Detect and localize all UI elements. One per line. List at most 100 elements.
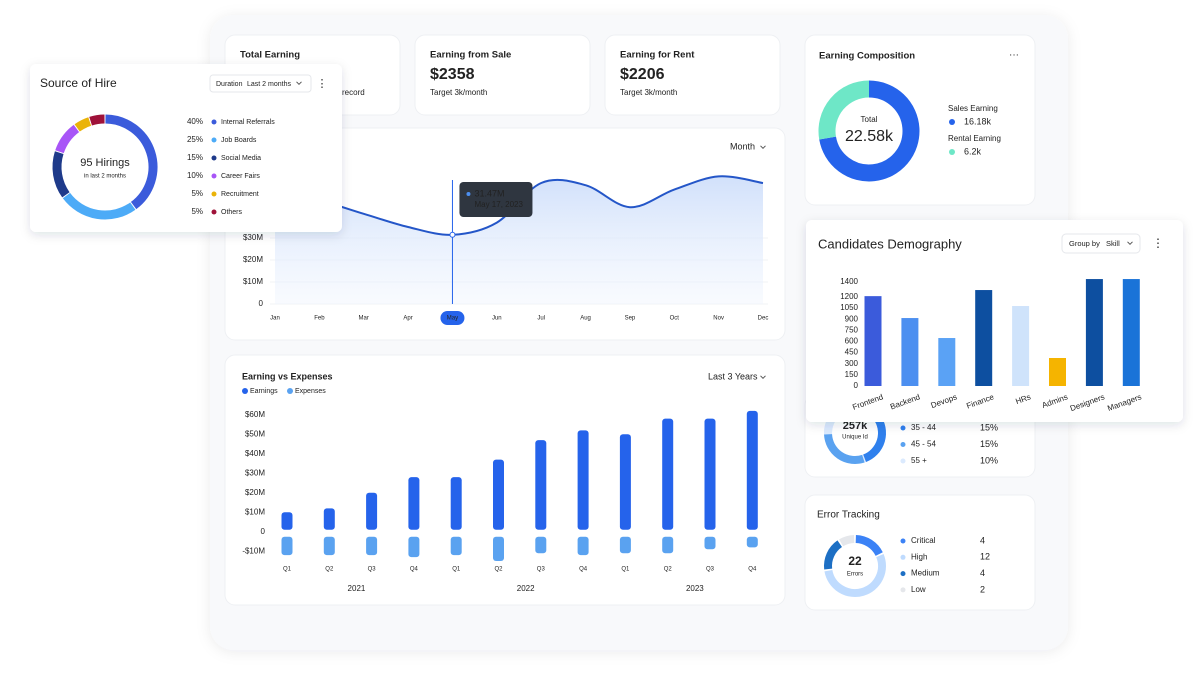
legend-label: 35 - 44	[911, 423, 936, 432]
y-tick-label: $30M	[245, 468, 265, 477]
x-tick-label: Jan	[270, 316, 280, 322]
legend-label: Medium	[911, 569, 940, 578]
x-tick-label: Q3	[537, 567, 546, 573]
stat-value: $2206	[620, 66, 665, 83]
y-tick-label: 1200	[840, 292, 858, 301]
legend-dot	[287, 388, 293, 394]
x-tick-label: Feb	[314, 316, 325, 322]
donut-segment	[89, 114, 105, 126]
card-title: Candidates Demography	[818, 236, 962, 251]
legend-value: 15%	[980, 439, 998, 449]
legend-value: 25%	[187, 135, 203, 144]
legend-dot	[211, 191, 217, 197]
menu-button[interactable]: ⋮	[1152, 236, 1164, 250]
menu-button[interactable]: ···	[1009, 50, 1019, 61]
card-title: Source of Hire	[40, 76, 117, 90]
card-title: Error Tracking	[817, 510, 880, 521]
x-tick-label: Q4	[410, 567, 419, 573]
legend-dot	[900, 442, 906, 447]
legend-value: 15%	[980, 422, 998, 432]
legend-value: 5%	[191, 207, 203, 216]
bar	[577, 536, 589, 556]
legend-label: Expenses	[295, 388, 326, 395]
legend-label: Career Fairs	[221, 173, 260, 180]
y-tick-label: $60M	[245, 410, 265, 419]
bar	[746, 536, 758, 548]
donut-segment	[818, 80, 870, 140]
stat-label: Earning from Sale	[430, 50, 511, 61]
stat-label: Earning for Rent	[620, 50, 695, 61]
bar	[864, 296, 882, 386]
donut-segment	[824, 553, 886, 597]
y-tick-label: 450	[845, 348, 859, 357]
legend-label: Social Media	[221, 155, 261, 162]
stat-note: Target 3k/month	[620, 88, 677, 97]
card-title: Earning Composition	[819, 51, 915, 62]
x-tick-label: Dec	[758, 316, 769, 322]
y-tick-label: $40M	[245, 449, 265, 458]
error-card	[804, 494, 1036, 611]
menu-button[interactable]: ⋮	[317, 78, 328, 90]
group-label: 2023	[686, 584, 704, 593]
legend-value: 10%	[980, 455, 998, 465]
tooltip-value: 31.47M	[474, 188, 504, 198]
x-tick-label: Q3	[706, 567, 715, 573]
donut-segment	[855, 535, 883, 557]
legend-dot	[949, 119, 955, 125]
donut-segment	[839, 535, 855, 547]
bar	[619, 536, 631, 554]
bar	[493, 536, 504, 561]
legend-value: 5%	[191, 189, 203, 198]
stat-card	[414, 34, 591, 116]
chevron	[760, 145, 766, 150]
donut-label: Unique Id	[842, 435, 868, 441]
source-card	[30, 64, 342, 232]
y-tick-label: $10M	[245, 507, 265, 516]
x-tick-label: Nov	[713, 316, 724, 322]
chevron	[760, 375, 766, 380]
legend-label: Job Boards	[221, 137, 257, 144]
y-tick-label: 0	[261, 527, 266, 536]
donut-value: 22	[848, 554, 862, 568]
x-tick-label: Q1	[283, 567, 292, 573]
y-tick-label: 150	[845, 370, 859, 379]
dropdown-label: Duration	[216, 81, 243, 88]
x-tick-label: May	[447, 316, 458, 322]
y-tick-label: 0	[854, 381, 859, 390]
y-tick-label: 750	[845, 325, 859, 334]
bar	[323, 508, 335, 530]
bar	[704, 418, 716, 530]
bar	[1085, 279, 1103, 386]
legend-label: Rental Earning	[948, 134, 1001, 143]
legend-value: 15%	[187, 153, 203, 162]
legend-label: Recruitment	[221, 191, 259, 198]
legend-label: Others	[221, 209, 243, 216]
legend-label: 45 - 54	[911, 440, 936, 449]
x-tick-label: Sep	[625, 316, 636, 322]
legend-dot	[900, 425, 906, 431]
x-tick-label: Q2	[664, 567, 673, 573]
dropdown[interactable]: Last 3 Years	[708, 371, 758, 381]
y-tick-label: 300	[845, 359, 859, 368]
dropdown-box[interactable]	[209, 74, 312, 93]
x-tick-label: Mar	[359, 316, 369, 322]
y-tick-label: 600	[845, 337, 859, 346]
legend-value: 16.18k	[964, 116, 992, 126]
legend-dot	[900, 587, 906, 593]
y-tick-label: 1050	[840, 303, 858, 312]
dropdown-box[interactable]	[1061, 233, 1141, 254]
dropdown[interactable]: Month	[730, 141, 755, 151]
donut-segment	[62, 192, 136, 220]
bar	[619, 434, 631, 530]
bar	[938, 338, 956, 386]
bar	[1122, 279, 1140, 386]
x-tick-label: Q2	[494, 567, 503, 573]
legend-label: 55 +	[911, 456, 927, 465]
legend-value: 12	[980, 552, 990, 562]
dropdown-label: Group by	[1069, 239, 1100, 248]
donut-segment	[824, 540, 843, 570]
legend-dot	[900, 458, 906, 464]
x-tick-label: Oct	[670, 316, 680, 322]
legend-dot	[211, 173, 217, 179]
